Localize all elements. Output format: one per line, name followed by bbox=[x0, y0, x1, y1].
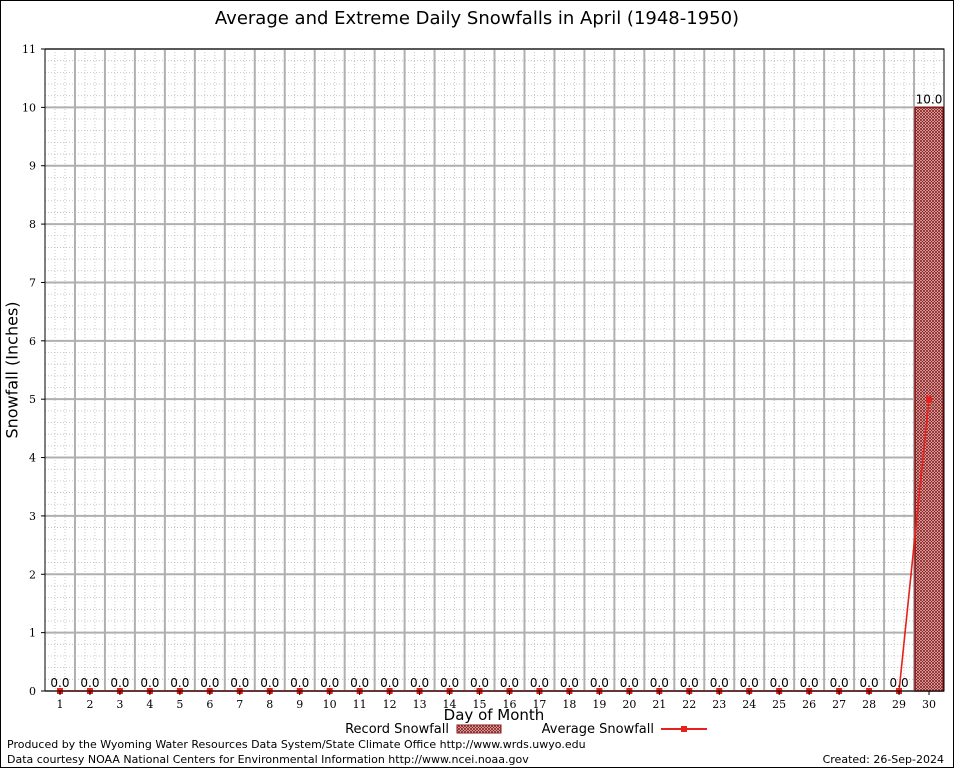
y-tick-label: 0 bbox=[29, 685, 36, 698]
y-tick-label: 9 bbox=[29, 160, 36, 173]
bar-value-label: 0.0 bbox=[80, 676, 99, 690]
bar-value-label: 0.0 bbox=[680, 676, 699, 690]
bar-value-label: 0.0 bbox=[620, 676, 639, 690]
bar-value-label: 0.0 bbox=[230, 676, 249, 690]
bar-value-label: 0.0 bbox=[500, 676, 519, 690]
x-tick-label: 6 bbox=[206, 698, 213, 711]
bar-value-label: 0.0 bbox=[110, 676, 129, 690]
plot-border bbox=[44, 48, 945, 692]
footer-created-date: Created: 26-Sep-2024 bbox=[822, 753, 944, 766]
bar-value-label: 0.0 bbox=[530, 676, 549, 690]
bar-value-label: 0.0 bbox=[770, 676, 789, 690]
y-tick-label: 1 bbox=[29, 627, 36, 640]
x-tick-label: 10 bbox=[323, 698, 337, 711]
bar-value-label: 0.0 bbox=[140, 676, 159, 690]
x-tick-label: 16 bbox=[502, 698, 516, 711]
legend-record-label: Record Snowfall bbox=[345, 722, 449, 737]
x-tick-label: 12 bbox=[383, 698, 397, 711]
legend: Record Snowfall Average Snowfall bbox=[345, 722, 707, 737]
x-tick-label: 15 bbox=[473, 698, 487, 711]
bar-value-label: 0.0 bbox=[350, 676, 369, 690]
x-axis: 1 2 3 4 5 6 7 8 9 10 11 12 13 14 15 16 17 18 19 20 21 22 23 24 2… bbox=[56, 691, 936, 711]
y-tick-label: 7 bbox=[29, 276, 36, 289]
x-tick-label: 4 bbox=[146, 698, 153, 711]
bar-value-label: 0.0 bbox=[650, 676, 669, 690]
bar-value-label: 0.0 bbox=[200, 676, 219, 690]
x-tick-label: 3 bbox=[116, 698, 123, 711]
bar-value-label: 0.0 bbox=[260, 676, 279, 690]
bar-value-label: 0.0 bbox=[740, 676, 759, 690]
y-tick-label: 8 bbox=[29, 218, 36, 231]
legend-average-label: Average Snowfall bbox=[542, 722, 654, 737]
bar-value-label: 0.0 bbox=[560, 676, 579, 690]
chart-title: Average and Extreme Daily Snowfalls in A… bbox=[214, 8, 740, 29]
bar-value-label: 0.0 bbox=[440, 676, 459, 690]
x-tick-label: 9 bbox=[296, 698, 303, 711]
x-tick-label: 23 bbox=[712, 698, 726, 711]
x-tick-label: 26 bbox=[802, 698, 816, 711]
bar-value-labels: 0.0 0.0 0.0 0.0 0.0 0.0 0.0 0.0 0.0 0.0 0.0 0.0 0.0 0… bbox=[50, 92, 942, 690]
bar-value-label: 0.0 bbox=[170, 676, 189, 690]
x-tick-label: 22 bbox=[682, 698, 696, 711]
x-tick-label: 19 bbox=[592, 698, 606, 711]
bar-value-label: 0.0 bbox=[890, 676, 909, 690]
bar-value-label: 0.0 bbox=[320, 676, 339, 690]
average-point bbox=[926, 396, 933, 403]
x-tick-label: 25 bbox=[772, 698, 786, 711]
y-tick-label: 6 bbox=[29, 335, 36, 348]
x-tick-label: 24 bbox=[742, 698, 756, 711]
y-axis: 0 1 2 3 4 5 6 7 8 9 10 11 bbox=[22, 43, 45, 698]
bar-value-label: 0.0 bbox=[410, 676, 429, 690]
x-tick-label: 5 bbox=[176, 698, 183, 711]
legend-average-marker bbox=[681, 726, 687, 732]
x-tick-label: 2 bbox=[86, 698, 93, 711]
x-tick-label: 17 bbox=[532, 698, 546, 711]
x-tick-label: 21 bbox=[652, 698, 666, 711]
y-tick-label: 2 bbox=[29, 568, 36, 581]
x-tick-label: 7 bbox=[236, 698, 243, 711]
x-tick-label: 8 bbox=[266, 698, 273, 711]
x-tick-label: 14 bbox=[443, 698, 457, 711]
legend-record-swatch bbox=[456, 724, 502, 734]
footer-data-courtesy: Data courtesy NOAA National Centers for … bbox=[7, 753, 529, 766]
y-tick-label: 10 bbox=[22, 101, 36, 114]
bar-value-label: 0.0 bbox=[860, 676, 879, 690]
bar-value-label: 0.0 bbox=[590, 676, 609, 690]
bar-value-label: 0.0 bbox=[830, 676, 849, 690]
x-tick-label: 27 bbox=[832, 698, 846, 711]
bar-value-label: 0.0 bbox=[470, 676, 489, 690]
x-tick-label: 1 bbox=[56, 698, 63, 711]
y-tick-label: 4 bbox=[29, 452, 36, 465]
x-tick-label: 30 bbox=[922, 698, 936, 711]
y-tick-label: 3 bbox=[29, 510, 36, 523]
bar-value-label: 0.0 bbox=[290, 676, 309, 690]
y-tick-label: 11 bbox=[22, 43, 36, 56]
bar-value-label: 0.0 bbox=[710, 676, 729, 690]
major-grid bbox=[45, 48, 944, 692]
x-tick-label: 29 bbox=[892, 698, 906, 711]
x-tick-label: 11 bbox=[353, 698, 367, 711]
x-tick-label: 28 bbox=[862, 698, 876, 711]
bar-value-label: 10.0 bbox=[916, 92, 943, 106]
bar-value-label: 0.0 bbox=[50, 676, 69, 690]
footer-produced-by: Produced by the Wyoming Water Resources … bbox=[7, 738, 586, 751]
x-axis-label: Day of Month bbox=[443, 706, 545, 724]
bar-value-label: 0.0 bbox=[800, 676, 819, 690]
x-tick-label: 20 bbox=[622, 698, 636, 711]
x-tick-label: 13 bbox=[413, 698, 427, 711]
y-tick-label: 5 bbox=[29, 393, 36, 406]
x-tick-label: 18 bbox=[562, 698, 576, 711]
bar-value-label: 0.0 bbox=[380, 676, 399, 690]
